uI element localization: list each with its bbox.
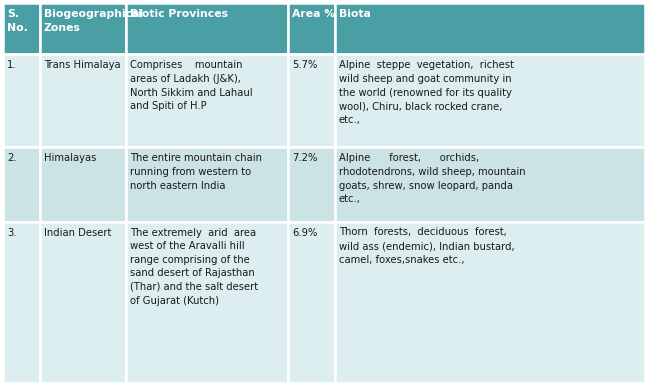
- Text: The entire mountain chain
running from western to
north eastern India: The entire mountain chain running from w…: [130, 153, 262, 191]
- Text: Biotic Provinces: Biotic Provinces: [130, 9, 228, 19]
- Bar: [126, 222, 288, 383]
- Text: Biogeographical
Zones: Biogeographical Zones: [43, 9, 143, 32]
- Bar: [40, 54, 126, 147]
- Text: 2.: 2.: [7, 153, 17, 163]
- Text: 1.: 1.: [7, 60, 17, 70]
- Bar: [126, 54, 288, 147]
- Text: Himalayas: Himalayas: [43, 153, 96, 163]
- Bar: [40, 147, 126, 222]
- Text: The extremely  arid  area
west of the Aravalli hill
range comprising of the
sand: The extremely arid area west of the Arav…: [130, 227, 259, 305]
- Bar: [335, 3, 645, 54]
- Text: Alpine      forest,      orchids,
rhodotendrons, wild sheep, mountain
goats, shr: Alpine forest, orchids, rhodotendrons, w…: [339, 153, 526, 204]
- Bar: [335, 222, 645, 383]
- Bar: [335, 54, 645, 147]
- Text: Thorn  forests,  deciduous  forest,
wild ass (endemic), Indian bustard,
camel, f: Thorn forests, deciduous forest, wild as…: [339, 227, 515, 265]
- Text: Comprises    mountain
areas of Ladakh (J&K),
North Sikkim and Lahaul
and Spiti o: Comprises mountain areas of Ladakh (J&K)…: [130, 60, 253, 111]
- Text: Area %: Area %: [292, 9, 335, 19]
- Bar: [288, 222, 335, 383]
- Text: 5.7%: 5.7%: [292, 60, 318, 70]
- Bar: [3, 3, 40, 54]
- Bar: [335, 147, 645, 222]
- Bar: [3, 222, 40, 383]
- Bar: [3, 147, 40, 222]
- Bar: [288, 147, 335, 222]
- Text: Biota: Biota: [339, 9, 371, 19]
- Bar: [126, 3, 288, 54]
- Text: Alpine  steppe  vegetation,  richest
wild sheep and goat community in
the world : Alpine steppe vegetation, richest wild s…: [339, 60, 514, 125]
- Text: Indian Desert: Indian Desert: [43, 227, 111, 237]
- Bar: [3, 54, 40, 147]
- Bar: [288, 3, 335, 54]
- Bar: [40, 3, 126, 54]
- Text: 3.: 3.: [7, 227, 16, 237]
- Text: 7.2%: 7.2%: [292, 153, 318, 163]
- Bar: [126, 147, 288, 222]
- Bar: [40, 222, 126, 383]
- Text: Trans Himalaya: Trans Himalaya: [43, 60, 121, 70]
- Bar: [288, 54, 335, 147]
- Text: 6.9%: 6.9%: [292, 227, 318, 237]
- Text: S.
No.: S. No.: [7, 9, 28, 32]
